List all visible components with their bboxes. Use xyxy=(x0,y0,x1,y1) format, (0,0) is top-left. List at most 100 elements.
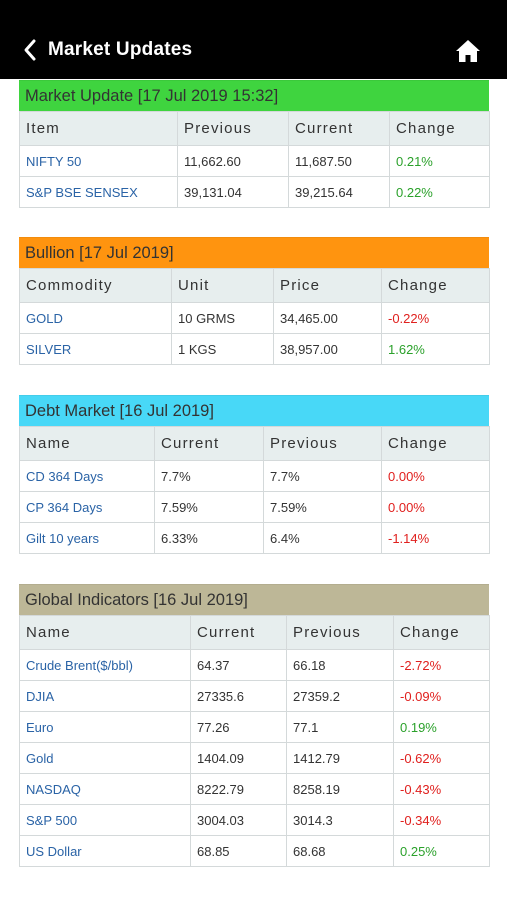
current-cell: 77.26 xyxy=(190,711,287,743)
table-row: CP 364 Days 7.59% 7.59% 0.00% xyxy=(19,491,490,523)
column-header: Name xyxy=(19,615,191,650)
previous-cell: 7.59% xyxy=(263,491,382,523)
column-header: Unit xyxy=(171,268,274,303)
current-cell: 8222.79 xyxy=(190,773,287,805)
table-row: US Dollar 68.85 68.68 0.25% xyxy=(19,835,490,867)
table-header-row: Name Current Previous Change xyxy=(19,426,490,461)
change-cell: 0.22% xyxy=(389,176,490,208)
item-link[interactable]: NIFTY 50 xyxy=(19,145,178,177)
column-header: Name xyxy=(19,426,155,461)
table-row: Gold 1404.09 1412.79 -0.62% xyxy=(19,742,490,774)
current-cell: 11,687.50 xyxy=(288,145,390,177)
change-cell: -0.62% xyxy=(393,742,490,774)
column-header: Previous xyxy=(263,426,382,461)
previous-cell: 66.18 xyxy=(286,649,394,681)
change-cell: -0.22% xyxy=(381,302,490,334)
item-link[interactable]: GOLD xyxy=(19,302,172,334)
column-header: Previous xyxy=(286,615,394,650)
item-link[interactable]: S&P BSE SENSEX xyxy=(19,176,178,208)
section-title: Market Update [17 Jul 2019 15:32] xyxy=(19,80,489,111)
column-header: Current xyxy=(190,615,287,650)
change-cell: -0.34% xyxy=(393,804,490,836)
price-cell: 38,957.00 xyxy=(273,333,382,365)
column-header: Commodity xyxy=(19,268,172,303)
table-row: Euro 77.26 77.1 0.19% xyxy=(19,711,490,743)
table-row: NASDAQ 8222.79 8258.19 -0.43% xyxy=(19,773,490,805)
table-row: SILVER 1 KGS 38,957.00 1.62% xyxy=(19,333,490,365)
change-cell: 0.21% xyxy=(389,145,490,177)
item-link[interactable]: Gilt 10 years xyxy=(19,522,155,554)
change-cell: 0.25% xyxy=(393,835,490,867)
column-header: Previous xyxy=(177,111,289,146)
previous-cell: 11,662.60 xyxy=(177,145,289,177)
previous-cell: 1412.79 xyxy=(286,742,394,774)
change-cell: -0.09% xyxy=(393,680,490,712)
item-link[interactable]: NASDAQ xyxy=(19,773,191,805)
change-cell: 0.00% xyxy=(381,491,490,523)
previous-cell: 7.7% xyxy=(263,460,382,492)
change-cell: 0.19% xyxy=(393,711,490,743)
column-header: Change xyxy=(389,111,490,146)
item-link[interactable]: US Dollar xyxy=(19,835,191,867)
previous-cell: 6.4% xyxy=(263,522,382,554)
section-title: Bullion [17 Jul 2019] xyxy=(19,237,489,268)
table-header-row: Item Previous Current Change xyxy=(19,111,490,146)
item-link[interactable]: Euro xyxy=(19,711,191,743)
table-row: NIFTY 50 11,662.60 11,687.50 0.21% xyxy=(19,145,490,177)
previous-cell: 8258.19 xyxy=(286,773,394,805)
global-indicators-section: Global Indicators [16 Jul 2019] Name Cur… xyxy=(19,584,490,867)
market-update-section: Market Update [17 Jul 2019 15:32] Item P… xyxy=(19,80,490,208)
previous-cell: 3014.3 xyxy=(286,804,394,836)
home-button[interactable] xyxy=(455,39,481,63)
column-header: Current xyxy=(288,111,390,146)
current-cell: 27335.6 xyxy=(190,680,287,712)
current-cell: 7.59% xyxy=(154,491,264,523)
app-header: Market Updates xyxy=(0,0,507,79)
change-cell: -1.14% xyxy=(381,522,490,554)
item-link[interactable]: S&P 500 xyxy=(19,804,191,836)
change-cell: -0.43% xyxy=(393,773,490,805)
item-link[interactable]: Crude Brent($/bbl) xyxy=(19,649,191,681)
table-row: S&P 500 3004.03 3014.3 -0.34% xyxy=(19,804,490,836)
column-header: Item xyxy=(19,111,178,146)
previous-cell: 77.1 xyxy=(286,711,394,743)
previous-cell: 39,131.04 xyxy=(177,176,289,208)
unit-cell: 1 KGS xyxy=(171,333,274,365)
table-row: S&P BSE SENSEX 39,131.04 39,215.64 0.22% xyxy=(19,176,490,208)
current-cell: 6.33% xyxy=(154,522,264,554)
item-link[interactable]: CD 364 Days xyxy=(19,460,155,492)
item-link[interactable]: Gold xyxy=(19,742,191,774)
bullion-section: Bullion [17 Jul 2019] Commodity Unit Pri… xyxy=(19,237,490,365)
table-header-row: Name Current Previous Change xyxy=(19,615,490,650)
column-header: Change xyxy=(381,426,490,461)
previous-cell: 27359.2 xyxy=(286,680,394,712)
change-cell: -2.72% xyxy=(393,649,490,681)
current-cell: 39,215.64 xyxy=(288,176,390,208)
column-header: Change xyxy=(381,268,490,303)
current-cell: 3004.03 xyxy=(190,804,287,836)
table-row: DJIA 27335.6 27359.2 -0.09% xyxy=(19,680,490,712)
item-link[interactable]: CP 364 Days xyxy=(19,491,155,523)
section-title: Debt Market [16 Jul 2019] xyxy=(19,395,489,426)
table-header-row: Commodity Unit Price Change xyxy=(19,268,490,303)
chevron-left-icon xyxy=(24,39,36,61)
column-header: Price xyxy=(273,268,382,303)
item-link[interactable]: DJIA xyxy=(19,680,191,712)
change-cell: 0.00% xyxy=(381,460,490,492)
current-cell: 1404.09 xyxy=(190,742,287,774)
back-button[interactable] xyxy=(22,37,42,67)
item-link[interactable]: SILVER xyxy=(19,333,172,365)
table-row: Gilt 10 years 6.33% 6.4% -1.14% xyxy=(19,522,490,554)
market-update-table: Item Previous Current Change NIFTY 50 11… xyxy=(19,111,490,208)
table-row: CD 364 Days 7.7% 7.7% 0.00% xyxy=(19,460,490,492)
current-cell: 68.85 xyxy=(190,835,287,867)
table-row: GOLD 10 GRMS 34,465.00 -0.22% xyxy=(19,302,490,334)
table-row: Crude Brent($/bbl) 64.37 66.18 -2.72% xyxy=(19,649,490,681)
previous-cell: 68.68 xyxy=(286,835,394,867)
bullion-table: Commodity Unit Price Change GOLD 10 GRMS… xyxy=(19,268,490,365)
price-cell: 34,465.00 xyxy=(273,302,382,334)
column-header: Current xyxy=(154,426,264,461)
unit-cell: 10 GRMS xyxy=(171,302,274,334)
debt-market-table: Name Current Previous Change CD 364 Days… xyxy=(19,426,490,554)
global-indicators-table: Name Current Previous Change Crude Brent… xyxy=(19,615,490,867)
